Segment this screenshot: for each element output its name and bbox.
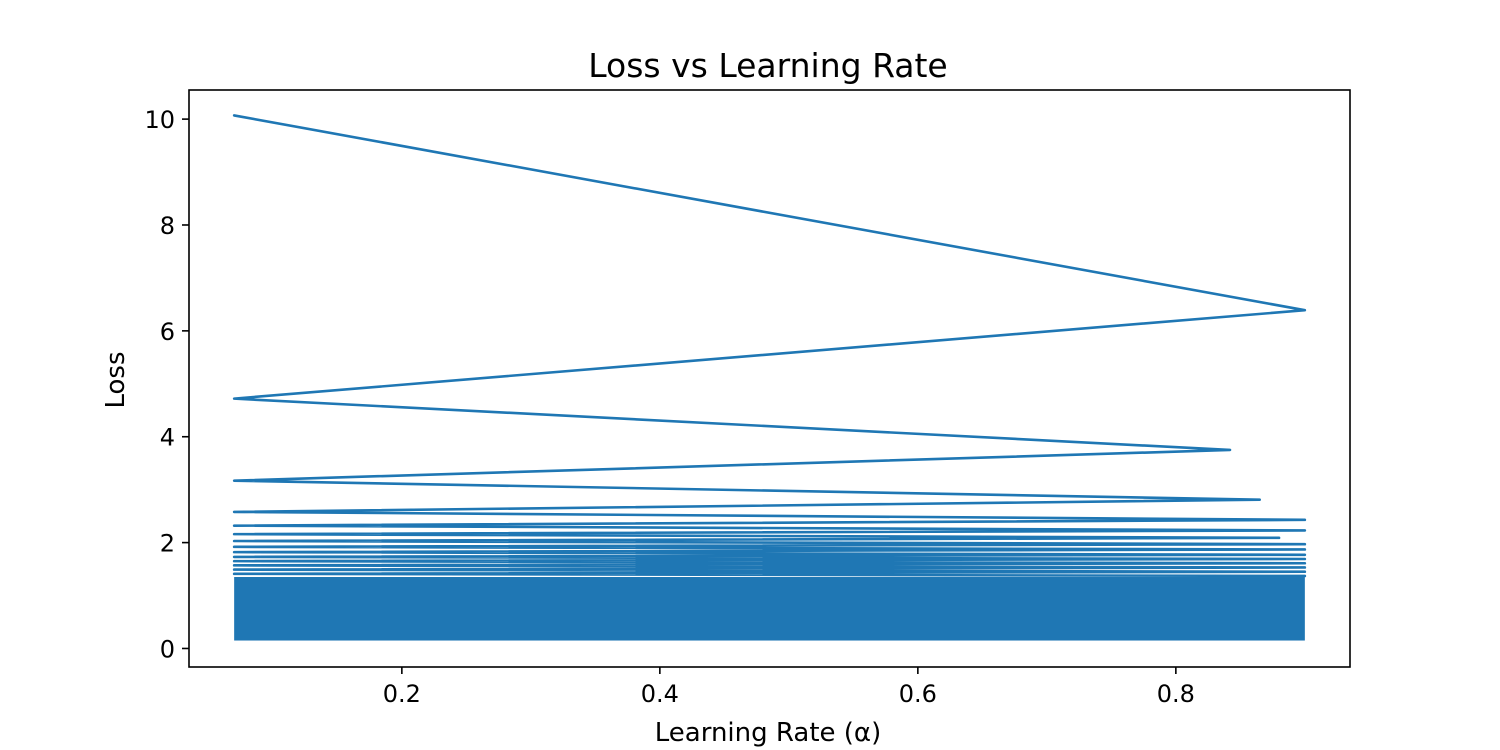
series-line-0: [232, 114, 1307, 578]
y-tick-label: 6: [160, 318, 175, 346]
y-tick-label: 2: [160, 530, 175, 558]
y-tick-label: 10: [144, 106, 175, 134]
y-tick-label: 4: [160, 424, 175, 452]
x-tick-label: 0.4: [641, 680, 679, 708]
x-tick-label: 0.2: [383, 680, 421, 708]
chart-title: Loss vs Learning Rate: [588, 46, 948, 85]
y-axis: 0 2 4 6 8 10: [144, 106, 189, 663]
x-tick-label: 0.8: [1157, 680, 1195, 708]
y-tick-label: 0: [160, 635, 175, 663]
y-axis-label: Loss: [101, 351, 131, 408]
plot-frame: [188, 89, 1351, 668]
y-tick-label: 8: [160, 212, 175, 240]
plot-layer: [232, 114, 1307, 641]
x-tick-label: 0.6: [899, 680, 937, 708]
x-axis-label: Learning Rate (α): [655, 718, 881, 748]
x-axis: 0.2 0.4 0.6 0.8: [383, 667, 1195, 708]
dense-oscillation-band: [234, 577, 1305, 641]
